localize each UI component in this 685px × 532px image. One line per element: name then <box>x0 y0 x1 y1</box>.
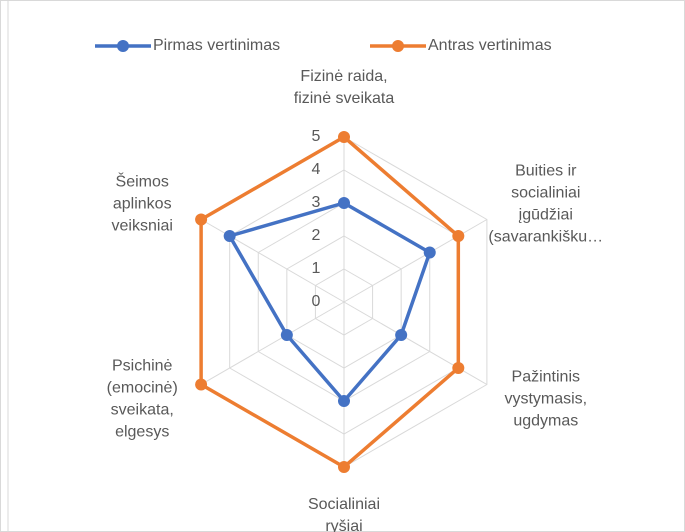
point <box>338 395 350 407</box>
category-label: Šeimos <box>116 172 169 191</box>
category-label: vystymasis, <box>504 391 587 408</box>
legend-marker <box>117 40 129 52</box>
category-label: fizinė sveikata <box>294 90 395 107</box>
tick-label: 3 <box>312 194 321 211</box>
spoke <box>200 301 345 385</box>
point <box>223 230 236 242</box>
legend-label: Pirmas vertinimas <box>153 37 280 54</box>
category-label: ugdymas <box>513 413 578 430</box>
category-label: (emocinė) <box>107 380 178 397</box>
category-label: ryšiai <box>325 518 362 532</box>
tick-label: 2 <box>312 227 321 244</box>
point <box>423 246 436 259</box>
tick-label: 1 <box>312 260 321 277</box>
point <box>338 131 350 143</box>
category-label: Pažintinis <box>512 369 580 386</box>
category-label: veiksniai <box>112 218 173 235</box>
point <box>280 329 293 341</box>
tick-label: 4 <box>312 161 321 178</box>
category-label: įgūdžiai <box>519 207 573 224</box>
point <box>195 378 208 391</box>
category-label: (savarankišku… <box>488 229 603 246</box>
tick-label: 5 <box>312 128 321 145</box>
point <box>395 329 408 341</box>
point <box>338 197 350 209</box>
category-label: Fizinė raida, <box>300 68 387 85</box>
category-label: Socialiniai <box>308 496 380 513</box>
category-label: socialiniai <box>511 185 580 202</box>
category-label: Psichinė <box>112 358 173 375</box>
point <box>452 230 465 242</box>
category-label: aplinkos <box>113 196 172 213</box>
tick-label: 0 <box>312 293 321 310</box>
category-label: Buities ir <box>515 163 577 180</box>
legend-label: Antras vertinimas <box>428 37 552 54</box>
legend-marker <box>392 40 404 52</box>
category-label: sveikata, <box>111 402 174 419</box>
point <box>452 362 465 374</box>
point <box>338 461 350 473</box>
category-label: elgesys <box>115 424 169 441</box>
point <box>195 213 208 226</box>
